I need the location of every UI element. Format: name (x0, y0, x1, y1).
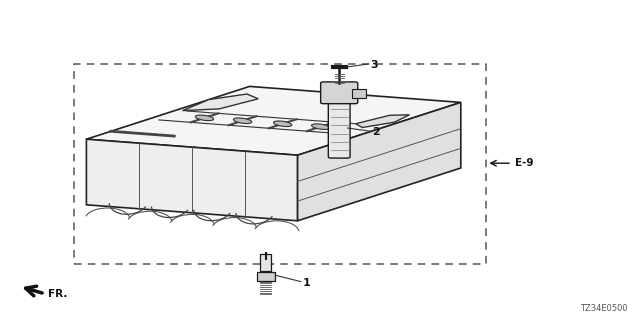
Text: 3: 3 (370, 60, 378, 70)
Text: TZ34E0500: TZ34E0500 (580, 304, 627, 313)
Bar (352, 89, 366, 98)
Ellipse shape (195, 115, 214, 121)
Polygon shape (182, 94, 259, 111)
Polygon shape (356, 115, 410, 127)
FancyBboxPatch shape (321, 82, 358, 104)
Ellipse shape (234, 118, 252, 124)
Bar (257, 272, 275, 281)
Text: 2: 2 (372, 127, 380, 137)
Polygon shape (86, 139, 298, 221)
Polygon shape (86, 86, 461, 155)
Text: FR.: FR. (48, 289, 67, 299)
Text: E-9: E-9 (515, 158, 534, 168)
Ellipse shape (312, 124, 330, 129)
FancyBboxPatch shape (328, 96, 350, 158)
Text: 1: 1 (303, 278, 310, 288)
Polygon shape (298, 102, 461, 221)
Ellipse shape (273, 121, 292, 126)
Bar (74, 64, 486, 264)
Bar (260, 254, 271, 271)
